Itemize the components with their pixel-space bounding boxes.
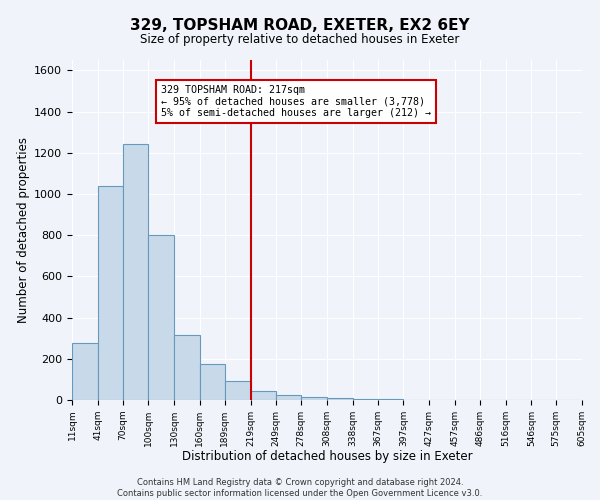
X-axis label: Distribution of detached houses by size in Exeter: Distribution of detached houses by size … [182, 450, 472, 464]
Bar [353, 399, 377, 400]
Bar [251, 390, 277, 400]
Bar [98, 186, 122, 400]
Bar [72, 344, 98, 400]
Y-axis label: Number of detached properties: Number of detached properties [17, 137, 30, 323]
Bar [225, 382, 251, 400]
Bar [301, 397, 327, 400]
Bar [174, 335, 200, 400]
Bar [200, 364, 225, 400]
Bar [277, 395, 301, 400]
Text: Size of property relative to detached houses in Exeter: Size of property relative to detached ho… [140, 32, 460, 46]
Text: 329 TOPSHAM ROAD: 217sqm
← 95% of detached houses are smaller (3,778)
5% of semi: 329 TOPSHAM ROAD: 217sqm ← 95% of detach… [161, 84, 431, 118]
Bar [148, 235, 174, 400]
Text: Contains HM Land Registry data © Crown copyright and database right 2024.
Contai: Contains HM Land Registry data © Crown c… [118, 478, 482, 498]
Bar [327, 398, 353, 400]
Text: 329, TOPSHAM ROAD, EXETER, EX2 6EY: 329, TOPSHAM ROAD, EXETER, EX2 6EY [130, 18, 470, 32]
Bar [122, 144, 148, 400]
